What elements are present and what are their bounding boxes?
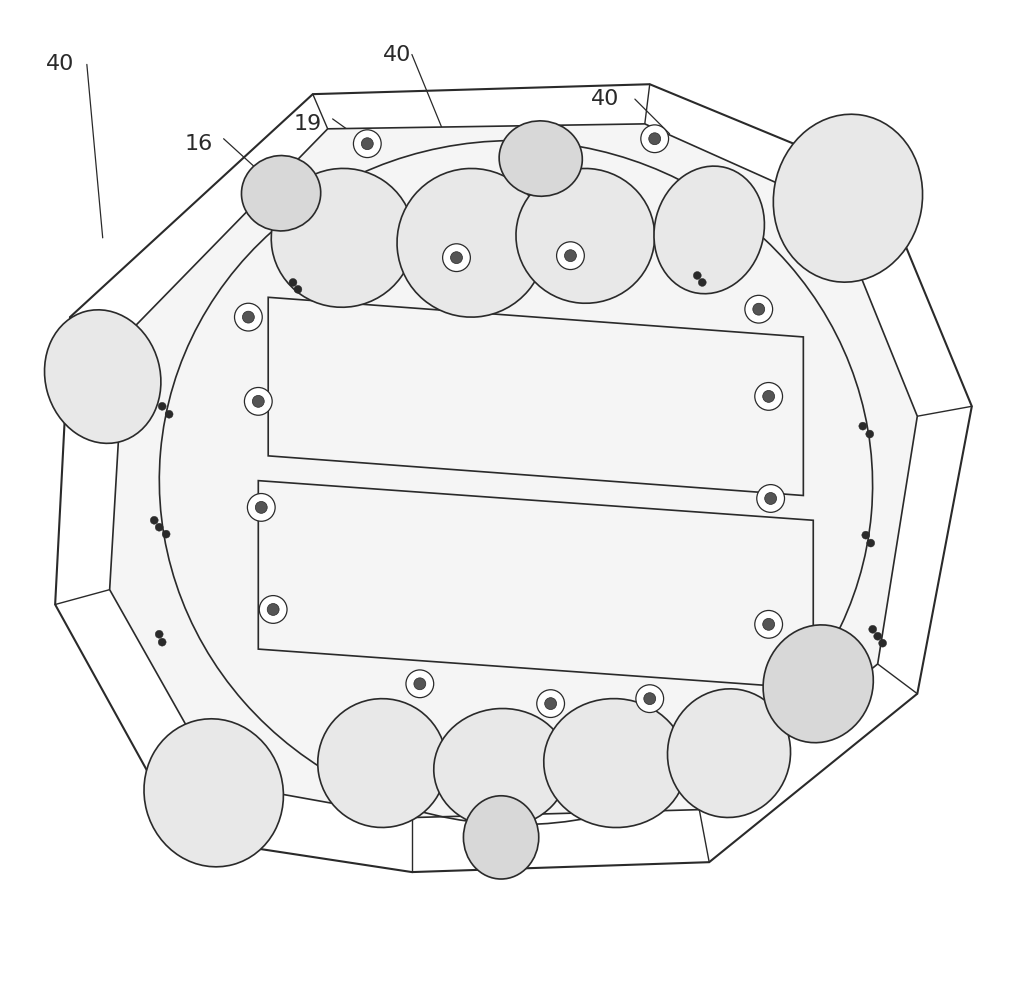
Circle shape <box>242 311 254 323</box>
Circle shape <box>867 539 875 547</box>
Ellipse shape <box>774 114 923 282</box>
Ellipse shape <box>544 699 687 827</box>
Circle shape <box>764 493 777 504</box>
Circle shape <box>644 693 656 705</box>
Circle shape <box>762 618 775 630</box>
Circle shape <box>649 133 660 145</box>
Circle shape <box>158 638 167 646</box>
Circle shape <box>362 138 373 150</box>
Circle shape <box>545 698 557 710</box>
Circle shape <box>537 690 564 717</box>
Ellipse shape <box>433 709 568 827</box>
Text: 16: 16 <box>185 134 213 154</box>
Circle shape <box>869 625 877 633</box>
Circle shape <box>244 387 272 415</box>
Circle shape <box>247 494 275 521</box>
Ellipse shape <box>463 796 539 879</box>
Circle shape <box>762 390 775 402</box>
Circle shape <box>451 252 462 264</box>
Circle shape <box>155 630 164 638</box>
Text: 40: 40 <box>46 55 75 74</box>
Text: 40: 40 <box>383 45 411 64</box>
Circle shape <box>693 272 701 279</box>
Circle shape <box>294 285 301 293</box>
Circle shape <box>354 130 381 158</box>
Circle shape <box>753 303 764 315</box>
Circle shape <box>155 523 164 531</box>
Ellipse shape <box>241 156 321 231</box>
Circle shape <box>641 125 668 153</box>
Circle shape <box>162 530 170 538</box>
Circle shape <box>879 639 887 647</box>
Circle shape <box>858 422 867 430</box>
Circle shape <box>866 430 874 438</box>
Circle shape <box>406 670 433 698</box>
Circle shape <box>289 278 297 286</box>
Circle shape <box>636 685 663 713</box>
Ellipse shape <box>318 699 447 827</box>
Ellipse shape <box>397 168 546 317</box>
Circle shape <box>252 395 265 407</box>
Ellipse shape <box>516 168 655 303</box>
Circle shape <box>267 604 279 615</box>
Circle shape <box>745 295 773 323</box>
Ellipse shape <box>667 689 791 818</box>
Circle shape <box>234 303 263 331</box>
Circle shape <box>414 678 426 690</box>
Text: 19: 19 <box>293 114 322 134</box>
Circle shape <box>874 632 882 640</box>
Ellipse shape <box>271 168 414 307</box>
Polygon shape <box>109 124 918 818</box>
Circle shape <box>564 250 576 262</box>
Circle shape <box>755 383 783 410</box>
Ellipse shape <box>144 718 283 867</box>
Ellipse shape <box>654 166 764 293</box>
Circle shape <box>166 410 173 418</box>
Circle shape <box>698 278 706 286</box>
Circle shape <box>256 501 267 513</box>
Circle shape <box>755 610 783 638</box>
Circle shape <box>150 516 158 524</box>
Circle shape <box>158 402 167 410</box>
Circle shape <box>756 485 785 512</box>
Ellipse shape <box>499 121 583 196</box>
Ellipse shape <box>763 625 874 742</box>
Circle shape <box>557 242 585 270</box>
Ellipse shape <box>45 310 160 443</box>
Circle shape <box>443 244 470 272</box>
Text: 40: 40 <box>591 89 619 109</box>
Circle shape <box>260 596 287 623</box>
Circle shape <box>862 531 870 539</box>
